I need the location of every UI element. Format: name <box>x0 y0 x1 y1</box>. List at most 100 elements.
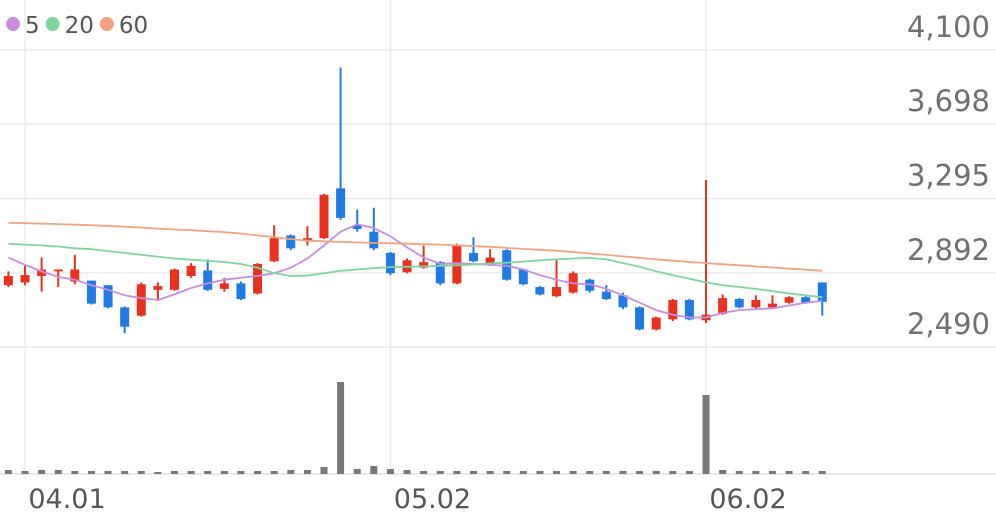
volume-bar <box>154 472 162 474</box>
volume-bar <box>237 471 245 474</box>
candle-body <box>535 287 545 295</box>
volume-bar <box>685 471 693 474</box>
candle-body <box>20 275 30 283</box>
legend-label: 60 <box>119 13 148 39</box>
candle-body <box>801 297 811 303</box>
x-tick-label: 04.01 <box>28 484 105 515</box>
legend-dot <box>45 17 60 31</box>
y-tick-label: 3,698 <box>907 84 990 118</box>
volume-bar <box>503 471 511 474</box>
candle-body <box>136 284 146 316</box>
candle-body <box>419 262 429 268</box>
candle-body <box>170 269 179 290</box>
volume-bar <box>735 471 743 474</box>
volume-bar <box>569 471 577 474</box>
legend-item: 20 <box>45 13 94 39</box>
volume-bar <box>719 470 727 474</box>
volume-bar <box>137 471 145 474</box>
candle-body <box>668 299 678 320</box>
volume-bar <box>87 471 95 474</box>
candle-body <box>817 282 827 302</box>
volume-bar <box>636 471 644 474</box>
ma-line <box>8 223 823 319</box>
volume-bar <box>287 470 295 474</box>
volume-bar <box>785 471 793 474</box>
volume-bar <box>553 471 561 474</box>
volume-bar <box>270 471 278 474</box>
candle-body <box>767 303 777 308</box>
candle-body <box>435 262 445 284</box>
volume-bar <box>104 471 112 474</box>
candle-body <box>784 297 794 303</box>
volume-bar <box>121 471 129 474</box>
candle-body <box>369 231 379 249</box>
candle-body <box>253 263 263 294</box>
volume-bar <box>4 470 12 474</box>
volume-bar <box>38 470 46 474</box>
volume-bar <box>370 466 378 474</box>
candle-body <box>734 299 744 308</box>
volume-bar <box>536 471 544 474</box>
candle-body <box>336 188 346 218</box>
candle-body <box>219 283 229 289</box>
volume-bar <box>303 470 311 474</box>
volume-bar <box>669 471 677 474</box>
volume-bar <box>469 471 477 474</box>
y-tick-label: 2,490 <box>907 307 990 341</box>
ma-line <box>8 222 823 272</box>
x-tick-label: 06.02 <box>709 484 786 515</box>
y-tick-label: 3,295 <box>907 159 990 193</box>
legend-dot <box>99 17 114 31</box>
volume-bar <box>320 467 328 474</box>
volume-bar <box>21 471 29 474</box>
candle-body <box>86 280 96 304</box>
candle-body <box>635 307 645 330</box>
candle-body <box>70 269 80 282</box>
candle-body <box>37 269 47 276</box>
y-tick-label: 2,892 <box>907 233 990 267</box>
candle-body <box>203 270 213 290</box>
y-tick-label: 4,100 <box>907 10 990 44</box>
candle-body <box>120 307 130 327</box>
volume-bar <box>386 469 394 474</box>
candle-body <box>53 269 63 272</box>
volume-bar <box>254 471 262 474</box>
volume-bar <box>818 471 826 474</box>
candle-body <box>651 317 661 330</box>
ma-line <box>8 242 823 299</box>
candle-body <box>468 252 478 262</box>
candle-body <box>684 299 694 320</box>
volume-bar <box>619 471 627 474</box>
volume-bar <box>71 471 79 474</box>
candle-body <box>518 269 528 285</box>
legend-dot <box>6 17 20 31</box>
volume-bar <box>403 470 411 474</box>
legend-item: 5 <box>6 13 40 39</box>
volume-bar <box>453 471 461 474</box>
legend-item: 60 <box>99 13 148 39</box>
volume-bar <box>652 471 660 474</box>
candle-body <box>286 235 296 249</box>
candle-body <box>618 295 628 308</box>
candle-body <box>601 291 611 300</box>
volume-bar <box>752 471 760 474</box>
legend-label: 5 <box>25 13 40 39</box>
volume-bar <box>204 471 212 474</box>
candle-body <box>103 285 113 308</box>
candle-body <box>3 275 13 286</box>
candle-body <box>552 287 562 297</box>
candle-body <box>186 265 196 276</box>
volume-bar <box>171 471 178 474</box>
volume-bar <box>436 471 444 474</box>
volume-bar <box>54 470 62 474</box>
candle-body <box>153 286 163 290</box>
volume-bar <box>486 471 494 474</box>
candle-body <box>302 238 312 241</box>
volume-bar <box>768 471 776 474</box>
candle-body <box>352 225 362 229</box>
candle-body <box>718 298 728 314</box>
candle-body <box>319 194 329 239</box>
volume-bar <box>602 471 610 474</box>
